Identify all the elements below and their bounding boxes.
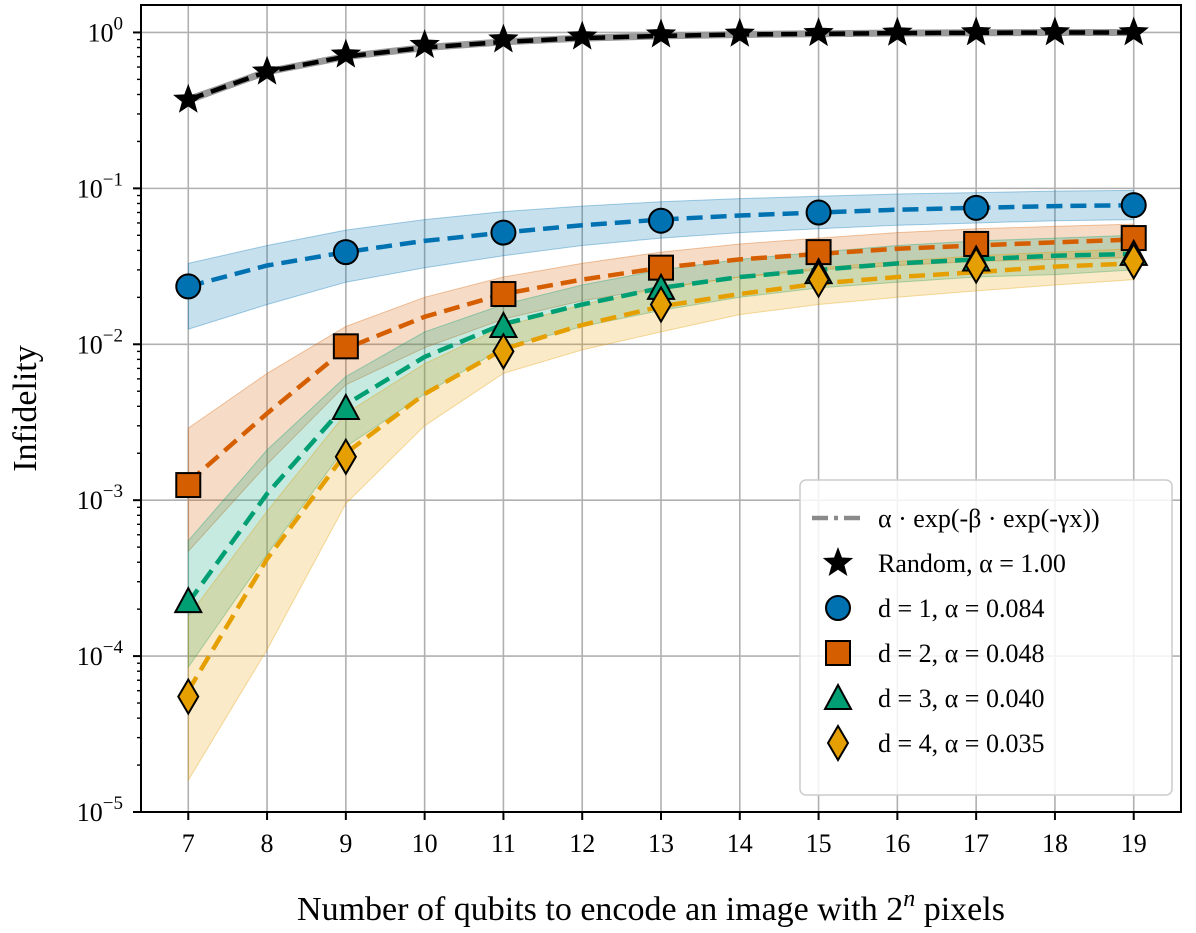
legend-marker-square bbox=[825, 640, 851, 666]
data-point-diamond bbox=[492, 332, 515, 371]
data-point-circle bbox=[332, 239, 359, 266]
data-point-diamond bbox=[1122, 242, 1145, 281]
x-tick-label: 10 bbox=[412, 829, 438, 858]
data-point-circle bbox=[805, 199, 832, 226]
x-tick-label: 14 bbox=[727, 829, 753, 858]
data-point-diamond bbox=[964, 246, 988, 285]
y-tick-label: 100 bbox=[88, 13, 124, 47]
legend-item-square: d = 2, α = 0.048 bbox=[825, 639, 1044, 668]
x-tick-label: 15 bbox=[806, 829, 832, 858]
legend-marker-triangle bbox=[823, 682, 853, 710]
y-tick-label: 10−5 bbox=[77, 793, 123, 827]
x-tick-label: 13 bbox=[648, 829, 674, 858]
data-point-star bbox=[882, 16, 913, 46]
y-tick-label: 10−3 bbox=[77, 481, 123, 515]
data-point-circle bbox=[175, 273, 202, 300]
data-point-triangle bbox=[331, 392, 361, 421]
x-tick-label: 8 bbox=[261, 829, 274, 858]
legend-label-diamond: d = 4, α = 0.035 bbox=[878, 729, 1044, 758]
data-point-star bbox=[1118, 16, 1149, 46]
legend-label-star: Random, α = 1.00 bbox=[878, 549, 1066, 578]
legend-marker-star bbox=[822, 547, 854, 576]
x-tick-label: 11 bbox=[491, 829, 516, 858]
x-tick-label: 12 bbox=[569, 829, 595, 858]
data-point-star bbox=[803, 17, 834, 47]
y-axis-title: Infidelity bbox=[7, 345, 44, 472]
data-point-star bbox=[488, 23, 519, 53]
data-point-square bbox=[490, 281, 517, 308]
data-point-star bbox=[409, 29, 440, 59]
x-tick-label: 17 bbox=[963, 829, 989, 858]
data-point-star bbox=[724, 17, 756, 47]
legend-item-diamond: d = 4, α = 0.035 bbox=[826, 724, 1044, 762]
legend-item-star: Random, α = 1.00 bbox=[822, 547, 1066, 578]
y-tick-label: 10−1 bbox=[77, 169, 123, 203]
data-point-star bbox=[1039, 16, 1071, 46]
legend-item-circle: d = 1, α = 0.084 bbox=[825, 594, 1044, 623]
x-tick-label: 16 bbox=[884, 829, 910, 858]
legend-fit-label: α · exp(-β · exp(-γx)) bbox=[878, 504, 1100, 533]
data-point-star bbox=[960, 16, 992, 46]
data-point-diamond bbox=[334, 437, 358, 476]
x-tick-label: 7 bbox=[182, 829, 195, 858]
x-tick-label: 9 bbox=[339, 829, 352, 858]
y-tick-label: 10−4 bbox=[77, 637, 124, 671]
data-point-circle bbox=[490, 219, 517, 246]
data-point-circle bbox=[1120, 192, 1147, 219]
data-point-circle bbox=[963, 194, 990, 221]
data-point-diamond bbox=[649, 285, 673, 324]
x-tick-label: 19 bbox=[1121, 829, 1147, 858]
legend-label-square: d = 2, α = 0.048 bbox=[878, 639, 1044, 668]
legend-marker-diamond bbox=[826, 724, 850, 762]
x-tick-label: 18 bbox=[1042, 829, 1068, 858]
band-circle bbox=[187, 189, 1135, 330]
data-point-diamond bbox=[807, 260, 830, 299]
data-point-diamond bbox=[177, 677, 200, 716]
data-markers bbox=[173, 16, 1149, 716]
data-point-triangle bbox=[173, 586, 203, 614]
legend-marker-circle bbox=[825, 595, 851, 621]
y-tick-label: 10−2 bbox=[77, 325, 123, 359]
data-point-star bbox=[330, 38, 362, 68]
legend-item-triangle: d = 3, α = 0.040 bbox=[823, 682, 1044, 713]
data-point-star bbox=[645, 18, 677, 48]
x-axis-title: Number of qubits to encode an image with… bbox=[297, 886, 1005, 928]
legend: α · exp(-β · exp(-γx)) Random, α = 1.00 d … bbox=[799, 479, 1173, 796]
legend-box bbox=[799, 479, 1173, 796]
legend-item-fit: α · exp(-β · exp(-γx)) bbox=[812, 504, 1100, 533]
data-point-star bbox=[566, 20, 598, 50]
legend-label-triangle: d = 3, α = 0.040 bbox=[878, 684, 1044, 713]
data-point-square bbox=[332, 333, 359, 360]
data-point-square bbox=[175, 472, 202, 499]
data-point-star bbox=[173, 83, 204, 113]
axis-ticks: 7 8 9 10 11 12 13 14 15 16 17 18 19 10−5 10−4 10−3 10−2 1… bbox=[77, 13, 1147, 858]
legend-label-circle: d = 1, α = 0.084 bbox=[878, 594, 1044, 623]
x-axis-title-superscript: n bbox=[903, 886, 915, 912]
data-point-star bbox=[251, 55, 283, 85]
data-point-circle bbox=[648, 207, 674, 234]
